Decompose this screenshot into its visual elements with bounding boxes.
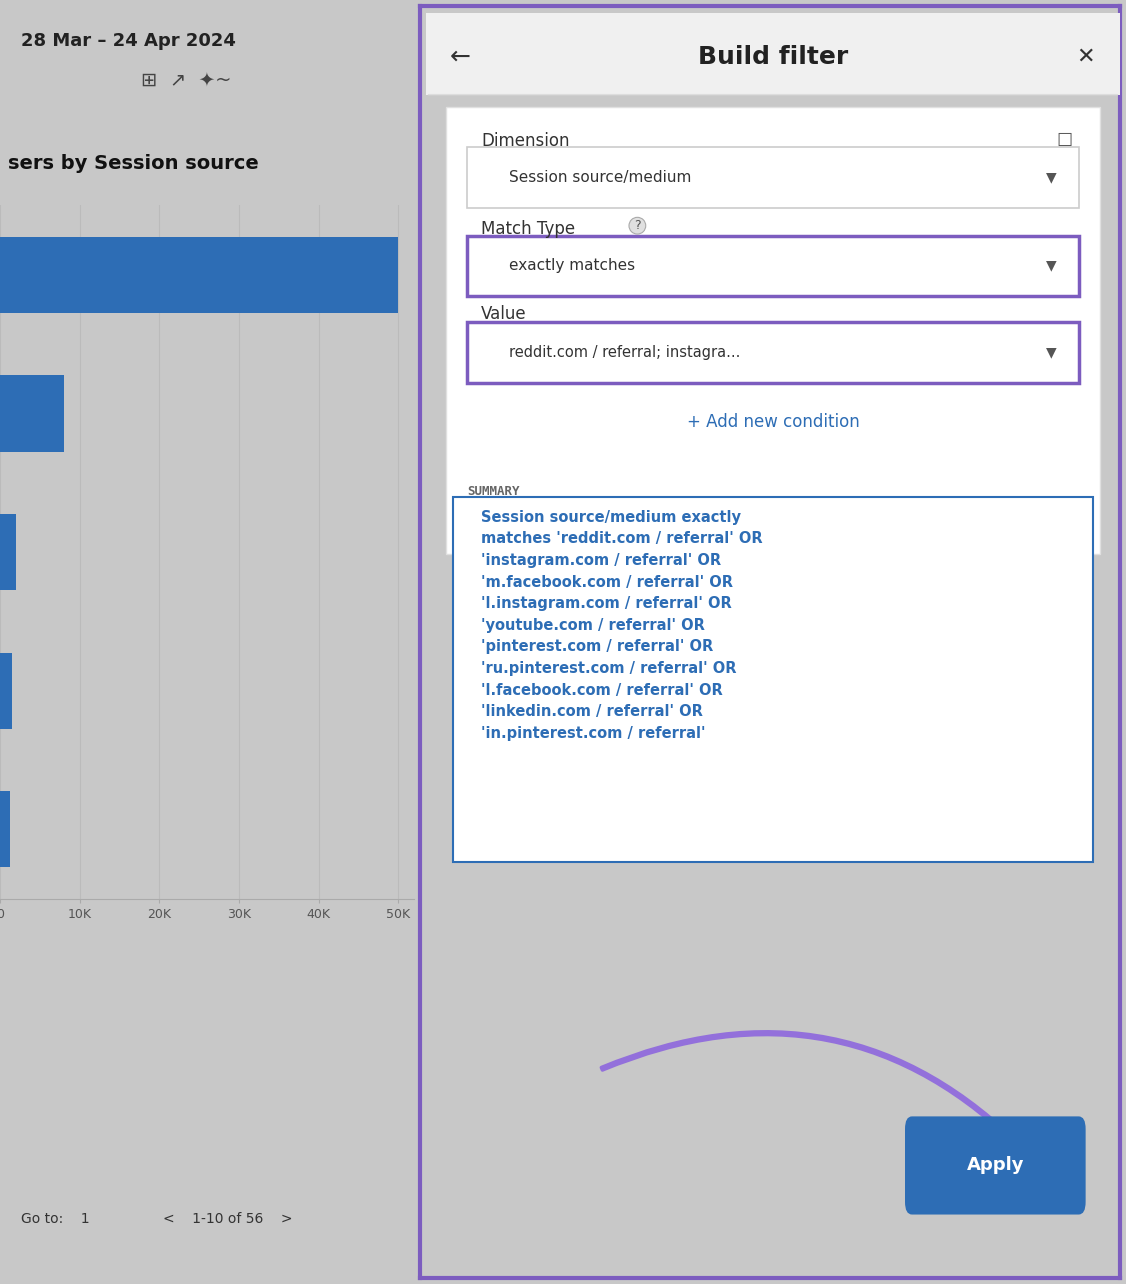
FancyBboxPatch shape <box>447 108 1099 553</box>
Bar <box>0 375 64 452</box>
Text: sers by Session source: sers by Session source <box>8 154 259 173</box>
Text: 28 Mar – 24 Apr 2024: 28 Mar – 24 Apr 2024 <box>20 32 235 50</box>
Text: ?: ? <box>634 220 641 232</box>
Text: reddit.com / referral; instagra...: reddit.com / referral; instagra... <box>509 345 741 360</box>
Text: exactly matches: exactly matches <box>509 258 635 273</box>
Text: Dimension: Dimension <box>481 132 570 150</box>
Text: + Add new condition: + Add new condition <box>687 412 859 431</box>
FancyBboxPatch shape <box>467 235 1079 295</box>
Bar <box>0 514 16 591</box>
Text: SUMMARY: SUMMARY <box>467 484 520 498</box>
Text: Session source/medium: Session source/medium <box>509 171 691 185</box>
Text: ⊞  ↗  ✦~: ⊞ ↗ ✦~ <box>141 71 232 90</box>
Text: ✕: ✕ <box>1076 48 1094 67</box>
Bar <box>0 238 399 313</box>
Text: ▼: ▼ <box>1046 259 1056 272</box>
Text: ▼: ▼ <box>1046 171 1056 185</box>
Text: <    1-10 of 56    >: < 1-10 of 56 > <box>163 1212 293 1226</box>
Bar <box>0 652 12 729</box>
Text: ←: ← <box>450 45 471 69</box>
FancyArrowPatch shape <box>601 1032 1035 1162</box>
Text: Build filter: Build filter <box>698 45 848 69</box>
FancyBboxPatch shape <box>467 322 1079 383</box>
FancyBboxPatch shape <box>426 13 1120 95</box>
Bar <box>0 791 9 867</box>
FancyBboxPatch shape <box>454 497 1092 863</box>
Text: Session source/medium exactly
matches 'reddit.com / referral' OR
'instagram.com : Session source/medium exactly matches 'r… <box>481 510 762 741</box>
Text: ☐: ☐ <box>1056 132 1073 150</box>
Text: Go to:    1: Go to: 1 <box>20 1212 89 1226</box>
Text: Match Type: Match Type <box>481 221 575 239</box>
FancyBboxPatch shape <box>467 148 1079 208</box>
Text: Apply: Apply <box>966 1157 1024 1175</box>
Text: Value: Value <box>481 304 527 322</box>
Text: ▼: ▼ <box>1046 345 1056 360</box>
FancyBboxPatch shape <box>905 1116 1085 1215</box>
